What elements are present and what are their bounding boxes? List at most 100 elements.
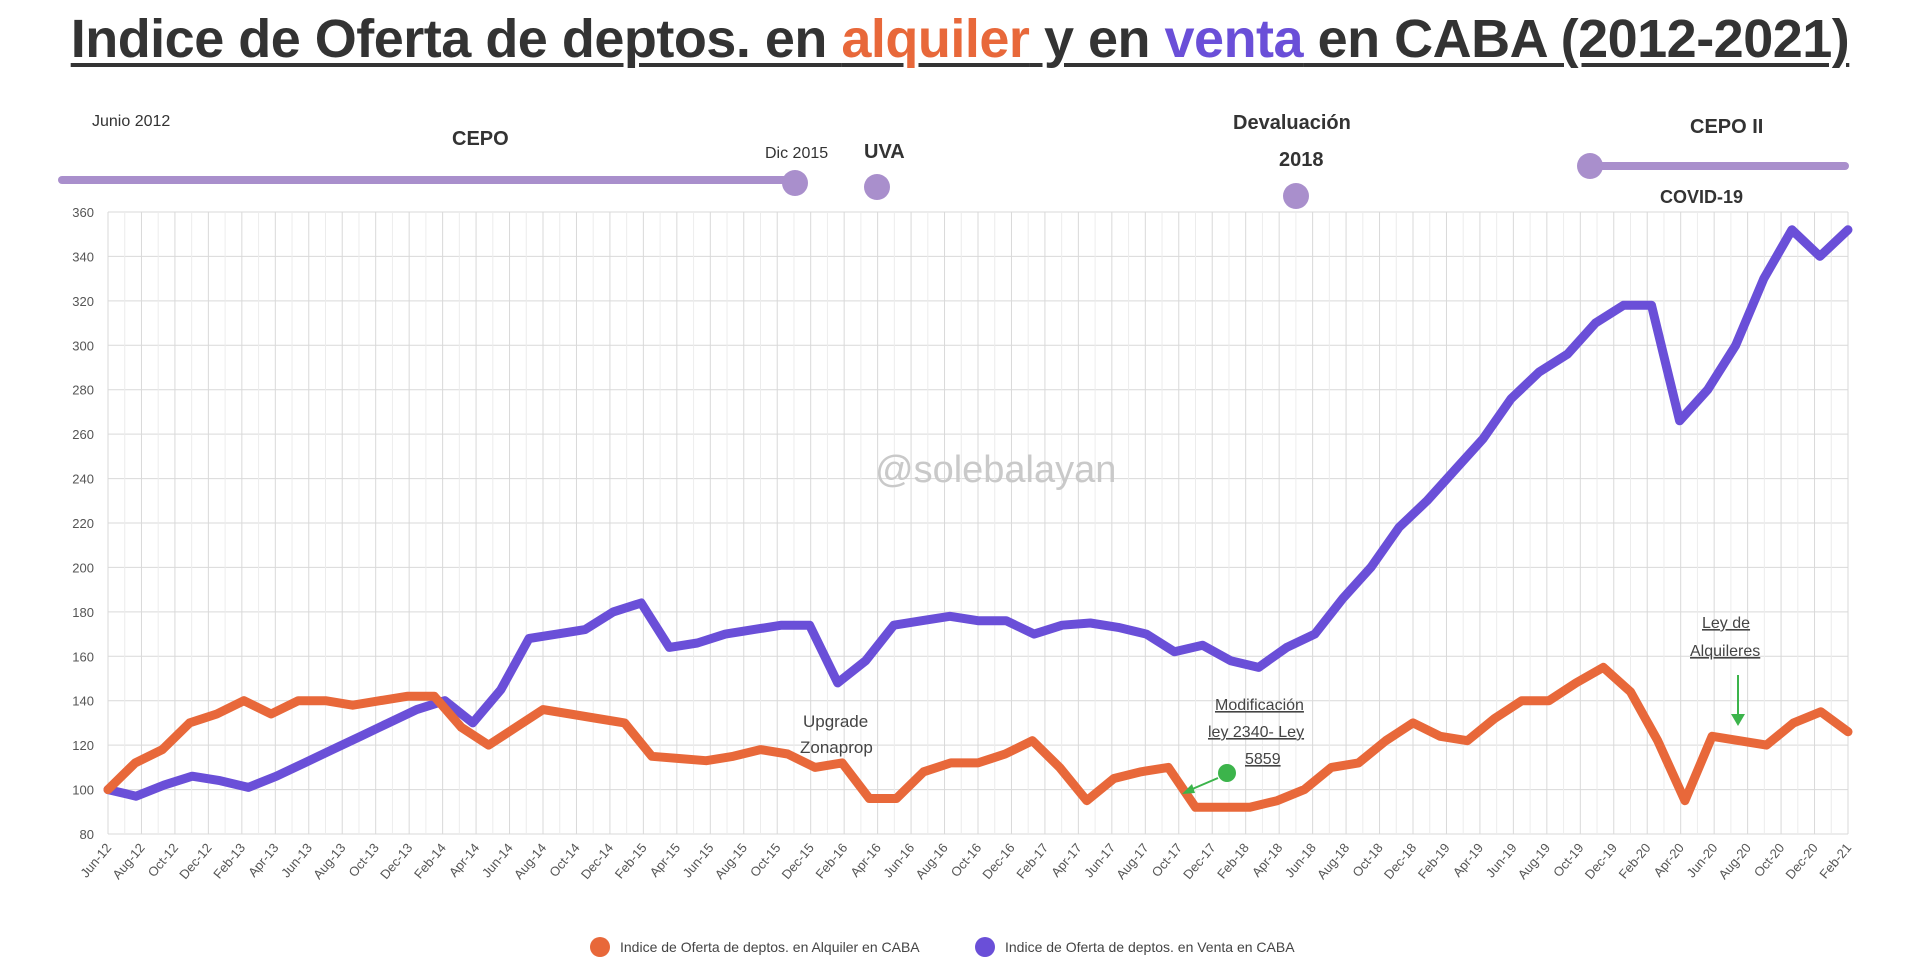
x-tick-label: Apr-16 [847, 840, 884, 880]
legend: Indice de Oferta de deptos. en Alquiler … [590, 937, 1295, 957]
x-tick-label: Feb-20 [1616, 840, 1654, 881]
x-tick-label: Feb-18 [1214, 840, 1252, 881]
x-tick-label: Oct-16 [948, 840, 985, 880]
y-tick-label: 300 [72, 338, 94, 353]
x-tick-label: Oct-13 [345, 840, 382, 880]
y-tick-label: 240 [72, 472, 94, 487]
x-tick-label: Oct-19 [1550, 840, 1587, 880]
title-word-sale: venta [1164, 9, 1304, 69]
covid-label: COVID-19 [1660, 187, 1743, 207]
x-axis: Jun-12Aug-12Oct-12Dec-12Feb-13Apr-13Jun-… [77, 840, 1854, 882]
legend-label-rent: Indice de Oferta de deptos. en Alquiler … [620, 939, 920, 955]
chart-annotations: Upgrade Zonaprop Modificación ley 2340- … [800, 615, 1760, 794]
ley-mod-arrow [1189, 777, 1219, 791]
y-tick-label: 280 [72, 383, 94, 398]
deval-label: Devaluación [1233, 112, 1351, 134]
ley-mod-marker [1218, 764, 1236, 782]
title-part-1: Indice de Oferta de deptos. en [70, 9, 842, 69]
cepo-end-label: Dic 2015 [765, 145, 828, 162]
chart-title: Indice de Oferta de deptos. en alquiler … [0, 8, 1920, 70]
y-tick-label: 140 [72, 694, 94, 709]
x-tick-label: Dec-19 [1582, 840, 1620, 882]
x-tick-label: Apr-13 [245, 840, 282, 880]
x-tick-label: Dec-20 [1782, 840, 1820, 882]
x-tick-label: Jun-17 [1081, 840, 1118, 880]
y-axis: 80 100 120 140 160 180 200 220 240 260 280 300 320 34… [72, 205, 94, 842]
x-tick-label: Apr-15 [647, 840, 684, 880]
y-tick-label: 120 [72, 738, 94, 753]
y-tick-label: 360 [72, 205, 94, 220]
x-tick-label: Aug-18 [1314, 840, 1352, 882]
x-tick-label: Aug-13 [310, 840, 348, 882]
x-tick-label: Dec-17 [1180, 840, 1218, 882]
x-tick-label: Feb-13 [210, 840, 248, 881]
y-tick-label: 200 [72, 560, 94, 575]
legend-marker-sale [975, 937, 995, 957]
ley-mod-label-line-3: 5859 [1245, 751, 1281, 768]
legend-label-sale: Indice de Oferta de deptos. en Venta en … [1005, 939, 1295, 955]
x-tick-label: Dec-15 [779, 840, 817, 882]
x-tick-label: Feb-15 [612, 840, 650, 881]
x-tick-label: Jun-13 [278, 840, 315, 880]
watermark: @solebalayan [875, 449, 1116, 491]
cepo2-start-marker [1577, 153, 1603, 179]
x-tick-label: Aug-14 [511, 840, 549, 882]
x-tick-label: Feb-21 [1816, 840, 1854, 881]
upgrade-label-line-2: Zonaprop [800, 738, 873, 757]
upgrade-label-line-1: Upgrade [803, 712, 868, 731]
ley-mod-label-line-1: Modificación [1215, 697, 1304, 714]
y-tick-label: 340 [72, 249, 94, 264]
x-tick-label: Jun-20 [1683, 840, 1720, 880]
x-tick-label: Jun-14 [479, 840, 516, 880]
title-part-2: y en [1029, 9, 1165, 69]
series-lines [103, 225, 1853, 812]
title-part-3: en CABA (2012-2021) [1303, 9, 1850, 69]
x-tick-label: Oct-18 [1349, 840, 1386, 880]
legend-marker-rent [590, 937, 610, 957]
x-tick-label: Aug-12 [109, 840, 147, 882]
ley-alq-label-line-1: Ley de [1702, 615, 1750, 632]
x-tick-label: Jun-15 [680, 840, 717, 880]
ley-mod-arrowhead [1182, 784, 1195, 794]
deval-year-label: 2018 [1279, 149, 1324, 171]
cepo-label: CEPO [452, 128, 509, 150]
x-tick-label: Feb-17 [1013, 840, 1051, 881]
x-tick-label: Apr-17 [1048, 840, 1085, 880]
x-tick-label: Oct-17 [1148, 840, 1185, 880]
uva-label: UVA [864, 141, 905, 163]
x-tick-label: Feb-19 [1415, 840, 1453, 881]
x-tick-label: Dec-16 [979, 840, 1017, 882]
title-word-rent: alquiler [841, 9, 1030, 69]
x-tick-label: Apr-14 [446, 840, 483, 880]
x-tick-label: Jun-19 [1483, 840, 1520, 880]
x-tick-label: Feb-16 [812, 840, 850, 881]
cepo-end-marker [782, 170, 808, 196]
x-tick-label: Apr-18 [1249, 840, 1286, 880]
event-timeline: Junio 2012 CEPO Dic 2015 UVA Devaluación… [58, 112, 1849, 209]
ley-alq-arrowhead [1731, 714, 1745, 726]
y-tick-label: 260 [72, 427, 94, 442]
x-tick-label: Apr-19 [1450, 840, 1487, 880]
x-tick-label: Dec-18 [1381, 840, 1419, 882]
x-tick-label: Oct-12 [145, 840, 182, 880]
cepo-start-label: Junio 2012 [92, 113, 170, 130]
y-tick-label: 100 [72, 783, 94, 798]
x-tick-label: Oct-15 [747, 840, 784, 880]
x-tick-label: Jun-16 [880, 840, 917, 880]
x-tick-label: Aug-16 [912, 840, 950, 882]
x-tick-label: Oct-14 [546, 840, 583, 880]
ley-alq-label-line-2: Alquileres [1690, 643, 1760, 660]
x-tick-label: Jun-18 [1282, 840, 1319, 880]
deval-marker [1283, 183, 1309, 209]
chart-grid [107, 211, 1849, 835]
x-tick-label: Feb-14 [411, 840, 449, 881]
x-tick-label: Aug-19 [1515, 840, 1553, 882]
uva-marker [864, 174, 890, 200]
ley-mod-label-line-2: ley 2340- Ley [1208, 724, 1304, 741]
y-tick-label: 220 [72, 516, 94, 531]
y-tick-label: 180 [72, 605, 94, 620]
x-tick-label: Aug-20 [1715, 840, 1753, 882]
cepo2-label: CEPO II [1690, 116, 1763, 138]
